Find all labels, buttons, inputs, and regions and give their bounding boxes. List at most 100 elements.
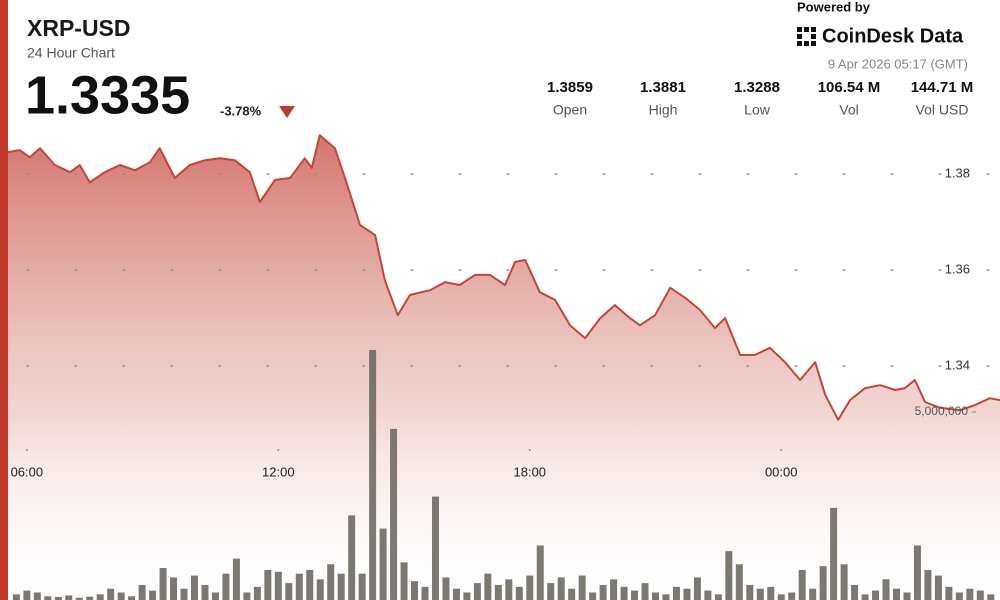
area-layer: [8, 135, 1000, 600]
volume-bar: [819, 566, 827, 600]
volume-bar: [840, 564, 848, 600]
volume-bar: [285, 583, 293, 600]
volume-bar: [777, 594, 785, 600]
plot-area: 1.34 1.36 1.38 5,000,000 06:00 12:00 18:00 00:0…: [7, 134, 1000, 600]
x-tick: [780, 449, 783, 451]
volume-bar: [693, 577, 701, 600]
volume-bar: [861, 594, 869, 600]
volume-bar: [369, 349, 377, 600]
volume-bar: [798, 569, 806, 600]
volume-bar: [976, 590, 984, 600]
price-change: -3.78%: [220, 103, 262, 118]
volume-bar: [75, 597, 83, 600]
volume-bar: [872, 590, 880, 600]
volume-bar: [264, 569, 272, 600]
stat-value: 1.3881: [640, 79, 686, 96]
volume-bar: [170, 577, 178, 600]
down-arrow: [279, 106, 295, 118]
volume-bar: [882, 579, 890, 600]
volume-bar: [924, 569, 932, 600]
volume-bar: [180, 588, 188, 600]
volume-bar: [379, 528, 387, 600]
volume-bar: [631, 590, 639, 600]
x-tick-label: 00:00: [765, 464, 798, 479]
stat-label: Vol: [839, 102, 858, 118]
volume-bar: [411, 581, 419, 600]
volume-bar: [484, 573, 492, 600]
stat-value: 1.3288: [734, 79, 780, 96]
volume-bar: [201, 584, 209, 600]
chart-title: XRP-USD: [27, 15, 131, 41]
volume-bar: [107, 588, 115, 600]
y-tick-label: 1.34: [945, 357, 970, 372]
volume-bar: [966, 588, 974, 600]
chart-subtitle: 24 Hour Chart: [27, 45, 115, 61]
volume-bar: [253, 586, 261, 600]
volume-bar: [473, 583, 481, 600]
volume-bar: [788, 592, 796, 600]
volume-bar: [54, 596, 62, 600]
volume-bar: [274, 571, 282, 600]
price-area: [8, 135, 1000, 600]
x-tick: [528, 449, 531, 451]
stat-value: 106.54 M: [818, 79, 881, 96]
volume-bar: [704, 590, 712, 600]
powered-by: Powered by: [797, 0, 871, 14]
volume-bar: [348, 515, 356, 600]
volume-bar: [442, 577, 450, 600]
volume-bar: [945, 586, 953, 600]
volume-layer: [12, 349, 995, 600]
x-tick-label: 12:00: [262, 464, 295, 479]
volume-bar: [505, 579, 513, 600]
volume-bar: [735, 564, 743, 600]
volume-bar: [65, 595, 73, 600]
stat-label: Low: [744, 102, 771, 118]
volume-bar: [431, 496, 439, 600]
volume-bar: [295, 573, 303, 600]
volume-bar: [578, 575, 586, 600]
volume-bar: [515, 586, 523, 600]
volume-bar: [568, 588, 576, 600]
volume-bar: [672, 586, 680, 600]
volume-bar: [536, 545, 544, 600]
volume-bar: [892, 588, 900, 600]
volume-bar: [306, 569, 314, 600]
volume-bar: [641, 583, 649, 600]
volume-bar: [327, 564, 335, 600]
stat-label: Open: [553, 102, 587, 118]
volume-bar: [662, 594, 670, 600]
volume-bar: [243, 592, 251, 600]
x-tick-label: 06:00: [11, 464, 44, 479]
volume-bar: [652, 592, 660, 600]
volume-bar: [358, 573, 366, 600]
volume-bar: [96, 594, 104, 600]
volume-bar: [599, 584, 607, 600]
volume-bar: [955, 592, 963, 600]
volume-bar: [128, 596, 136, 600]
volume-bar: [903, 592, 911, 600]
price-line: [7, 134, 1000, 421]
volume-bar: [620, 586, 628, 600]
volume-bar: [746, 584, 754, 600]
volume-bar: [452, 588, 460, 600]
volume-bar: [463, 592, 471, 600]
volume-bar: [610, 579, 618, 600]
stat-label: High: [649, 102, 678, 118]
volume-bar: [494, 584, 502, 600]
volume-bar: [756, 588, 764, 600]
volume-bar: [767, 586, 775, 600]
volume-bar: [316, 579, 324, 600]
price: 1.3335: [25, 65, 190, 125]
y2-tick-label: 5,000,000: [915, 404, 969, 418]
volume-bar: [33, 592, 41, 600]
timestamp: 9 Apr 2026 05:17 (GMT): [828, 56, 968, 71]
y-tick-label: 1.36: [945, 262, 970, 277]
brand-name: CoinDesk Data: [822, 25, 964, 47]
volume-bar: [557, 577, 565, 600]
y-tick-label: 1.38: [945, 166, 970, 181]
volume-bar: [400, 562, 408, 600]
line-layer: [7, 134, 1000, 421]
volume-bar: [190, 575, 198, 600]
